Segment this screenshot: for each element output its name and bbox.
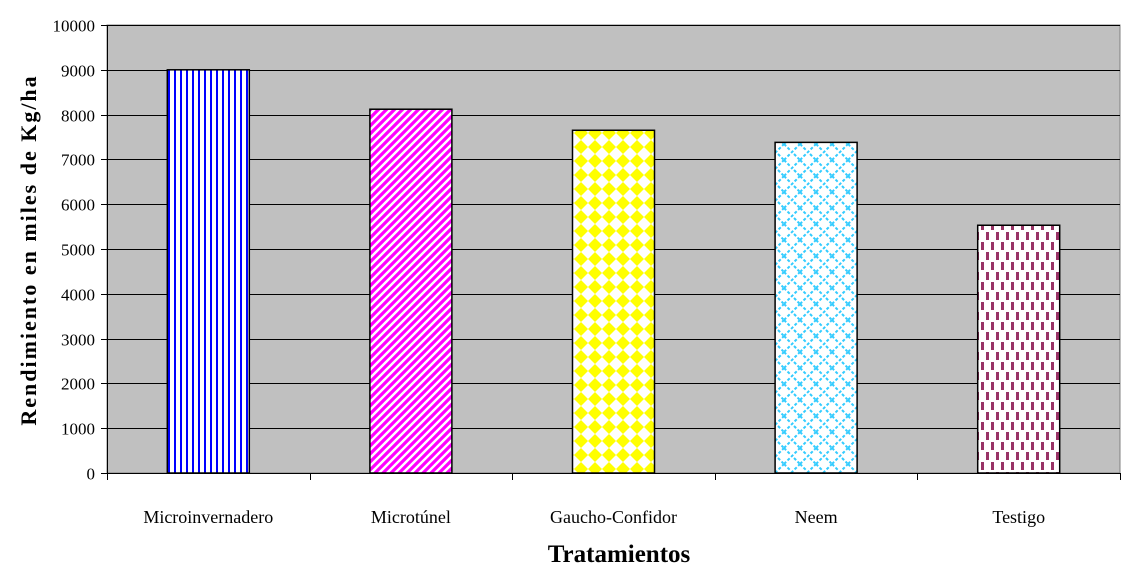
y-axis-title: Rendimiento en miles de Kg/ha <box>16 74 41 425</box>
y-tick-label: 2000 <box>61 375 95 394</box>
bar-neem <box>774 141 858 474</box>
axis-titles: Tratamientos Rendimiento en miles de Kg/… <box>16 74 691 568</box>
bar-testigo <box>976 224 1061 474</box>
x-tick-label: Neem <box>795 507 838 527</box>
y-tick-label: 0 <box>87 465 96 484</box>
bar-microt-nel <box>369 108 453 474</box>
x-axis-title: Tratamientos <box>548 541 691 568</box>
x-tick-label: Gaucho-Confidor <box>550 507 677 527</box>
x-tick-label: Microinvernadero <box>143 507 273 527</box>
y-tick-label: 8000 <box>61 107 95 126</box>
x-tick-label: Microtúnel <box>371 507 451 527</box>
y-tick-label: 7000 <box>61 151 95 170</box>
y-tick-label: 9000 <box>61 62 95 81</box>
y-tick-label: 4000 <box>61 286 95 305</box>
bar-microinvernadero <box>166 69 251 474</box>
y-tick-label: 3000 <box>61 331 95 350</box>
y-tick-label: 10000 <box>53 17 96 36</box>
bar-gaucho-confidor <box>571 129 656 474</box>
y-tick-label: 6000 <box>61 196 95 215</box>
y-tick-label: 1000 <box>61 420 95 439</box>
plot-area: 0 1000 2000 3000 4000 5000 6000 7000 8000 9000 100… <box>53 17 1121 527</box>
y-tick-label: 5000 <box>61 241 95 260</box>
x-tick-label: Testigo <box>992 507 1045 527</box>
